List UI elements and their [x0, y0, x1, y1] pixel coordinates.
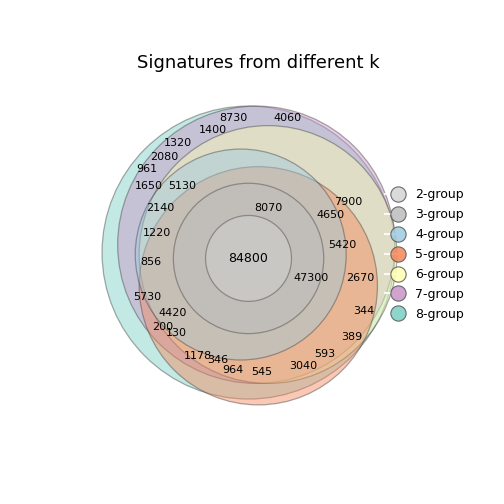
Text: 1400: 1400	[199, 124, 227, 135]
Text: 5130: 5130	[168, 181, 196, 191]
Legend: 2-group, 3-group, 4-group, 5-group, 6-group, 7-group, 8-group: 2-group, 3-group, 4-group, 5-group, 6-gr…	[382, 184, 468, 325]
Circle shape	[135, 149, 346, 360]
Text: 2140: 2140	[147, 203, 175, 213]
Text: 1220: 1220	[143, 228, 171, 238]
Circle shape	[102, 106, 395, 399]
Circle shape	[139, 125, 397, 384]
Text: 346: 346	[207, 355, 228, 365]
Text: 344: 344	[353, 306, 374, 316]
Text: 4650: 4650	[317, 211, 345, 220]
Text: 5420: 5420	[328, 240, 356, 250]
Text: 1650: 1650	[135, 181, 163, 191]
Circle shape	[173, 183, 324, 334]
Text: 964: 964	[222, 365, 243, 375]
Text: 84800: 84800	[229, 252, 269, 265]
Text: 2670: 2670	[346, 273, 374, 283]
Text: 130: 130	[166, 328, 187, 338]
Text: 1320: 1320	[164, 138, 193, 148]
Text: 2080: 2080	[150, 152, 179, 162]
Text: 961: 961	[137, 164, 158, 173]
Text: 856: 856	[140, 258, 161, 267]
Circle shape	[206, 216, 291, 301]
Text: 47300: 47300	[293, 273, 329, 283]
Text: 389: 389	[341, 332, 363, 342]
Circle shape	[117, 106, 395, 384]
Text: 7900: 7900	[334, 197, 362, 207]
Text: 4060: 4060	[274, 113, 302, 123]
Text: 200: 200	[152, 322, 173, 332]
Circle shape	[139, 167, 377, 405]
Title: Signatures from different k: Signatures from different k	[137, 53, 380, 72]
Text: 1178: 1178	[183, 351, 212, 361]
Text: 3040: 3040	[289, 361, 318, 371]
Text: 5730: 5730	[133, 292, 161, 302]
Text: 4420: 4420	[158, 308, 186, 318]
Text: 8730: 8730	[219, 113, 247, 123]
Text: 545: 545	[251, 367, 273, 376]
Text: 593: 593	[314, 349, 335, 359]
Text: 8070: 8070	[254, 203, 282, 213]
